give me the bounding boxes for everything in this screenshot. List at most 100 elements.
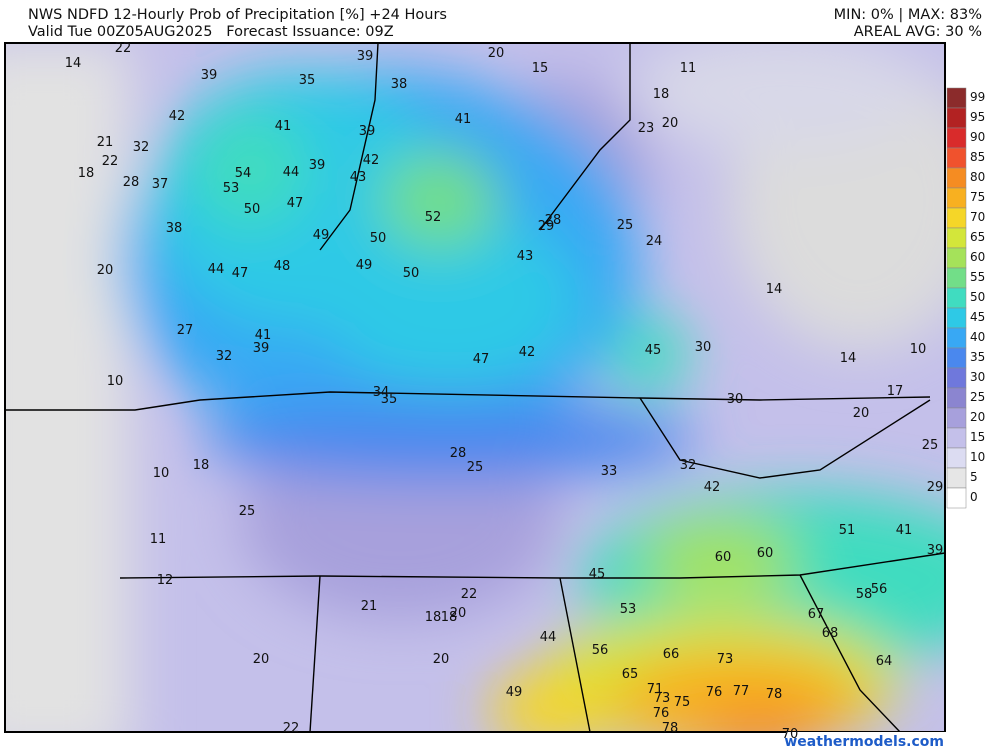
point-value: 10 bbox=[153, 466, 170, 481]
point-value: 41 bbox=[255, 328, 272, 343]
point-value: 23 bbox=[638, 121, 655, 136]
point-value: 60 bbox=[715, 550, 732, 565]
state-borders bbox=[5, 43, 945, 732]
colorbar-label: 99 bbox=[970, 90, 985, 104]
point-value: 50 bbox=[370, 231, 387, 246]
point-value: 35 bbox=[299, 73, 316, 88]
point-value: 20 bbox=[97, 263, 114, 278]
point-value: 45 bbox=[589, 567, 606, 582]
point-value: 39 bbox=[201, 68, 218, 83]
title: NWS NDFD 12-Hourly Prob of Precipitation… bbox=[28, 7, 447, 23]
point-value: 22 bbox=[115, 41, 132, 56]
colorbar-swatch bbox=[946, 287, 967, 309]
point-value: 76 bbox=[653, 706, 670, 721]
colorbar-swatch bbox=[946, 207, 967, 229]
point-value: 43 bbox=[517, 249, 534, 264]
point-value: 18 bbox=[78, 166, 95, 181]
colorbar-label: 70 bbox=[970, 210, 985, 224]
point-value: 11 bbox=[680, 61, 697, 76]
point-value: 12 bbox=[157, 573, 174, 588]
colorbar-swatch bbox=[946, 167, 967, 189]
valid-time: Valid Tue 00Z05AUG2025 Forecast Issuance… bbox=[28, 24, 394, 40]
point-value: 33 bbox=[601, 464, 618, 479]
point-value: 51 bbox=[839, 523, 856, 538]
colorbar-swatch bbox=[946, 247, 967, 269]
point-value: 18 bbox=[653, 87, 670, 102]
point-value: 39 bbox=[253, 341, 270, 356]
colorbar-label: 40 bbox=[970, 330, 985, 344]
colorbar-swatch bbox=[946, 187, 967, 209]
point-value: 60 bbox=[757, 546, 774, 561]
point-value: 42 bbox=[363, 153, 380, 168]
point-value: 39 bbox=[357, 49, 374, 64]
point-value: 78 bbox=[766, 687, 783, 702]
point-value: 76 bbox=[706, 685, 723, 700]
point-value: 75 bbox=[674, 695, 691, 710]
point-value: 38 bbox=[166, 221, 183, 236]
min-max: MIN: 0% | MAX: 83% bbox=[834, 7, 982, 23]
point-value: 70 bbox=[782, 727, 799, 742]
point-value: 25 bbox=[239, 504, 256, 519]
point-value: 68 bbox=[822, 626, 839, 641]
point-value: 47 bbox=[473, 352, 490, 367]
point-value: 56 bbox=[871, 582, 888, 597]
point-value: 47 bbox=[287, 196, 304, 211]
colorbar-label: 80 bbox=[970, 170, 985, 184]
point-value: 20 bbox=[488, 46, 505, 61]
colorbar-swatch bbox=[946, 127, 967, 149]
colorbar-swatch bbox=[946, 267, 967, 289]
point-value: 34 bbox=[373, 385, 390, 400]
point-value: 17 bbox=[887, 384, 904, 399]
point-value: 53 bbox=[620, 602, 637, 617]
watermark: weathermodels.com bbox=[784, 734, 944, 750]
point-value: 43 bbox=[350, 170, 367, 185]
point-value: 10 bbox=[910, 342, 927, 357]
point-value: 56 bbox=[592, 643, 609, 658]
point-value: 18 bbox=[441, 610, 458, 625]
point-value: 24 bbox=[646, 234, 663, 249]
point-value: 45 bbox=[645, 343, 662, 358]
point-value: 47 bbox=[232, 266, 249, 281]
point-value: 32 bbox=[680, 458, 697, 473]
point-value: 10 bbox=[107, 374, 124, 389]
colorbar-swatch bbox=[946, 307, 967, 329]
point-value: 67 bbox=[808, 607, 825, 622]
point-value: 41 bbox=[455, 112, 472, 127]
point-value: 14 bbox=[766, 282, 783, 297]
colorbar-swatch bbox=[946, 227, 967, 249]
point-value: 50 bbox=[403, 266, 420, 281]
colorbar-label: 85 bbox=[970, 150, 985, 164]
point-value: 37 bbox=[152, 177, 169, 192]
colorbar-label: 30 bbox=[970, 370, 985, 384]
colorbar-swatch bbox=[946, 87, 967, 109]
point-value: 64 bbox=[876, 654, 893, 669]
point-value: 49 bbox=[506, 685, 523, 700]
point-value: 30 bbox=[695, 340, 712, 355]
point-value: 21 bbox=[97, 135, 114, 150]
colorbar-label: 15 bbox=[970, 430, 985, 444]
colorbar-swatch bbox=[946, 447, 967, 469]
point-value: 65 bbox=[622, 667, 639, 682]
point-value: 49 bbox=[356, 258, 373, 273]
point-value: 38 bbox=[391, 77, 408, 92]
colorbar-swatch bbox=[946, 107, 967, 129]
precip-field bbox=[5, 43, 945, 732]
colorbar-swatch bbox=[946, 147, 967, 169]
point-value: 22 bbox=[461, 587, 478, 602]
colorbar-swatch bbox=[946, 367, 967, 389]
point-value: 29 bbox=[927, 480, 944, 495]
point-value: 28 bbox=[545, 213, 562, 228]
point-value: 11 bbox=[150, 532, 167, 547]
point-value: 53 bbox=[223, 181, 240, 196]
colorbar-swatch bbox=[946, 467, 967, 489]
point-value: 48 bbox=[274, 259, 291, 274]
point-value: 42 bbox=[704, 480, 721, 495]
colorbar-swatch bbox=[946, 427, 967, 449]
point-value: 20 bbox=[433, 652, 450, 667]
colorbar-label: 25 bbox=[970, 390, 985, 404]
point-value: 71 bbox=[647, 682, 664, 697]
point-value: 41 bbox=[275, 119, 292, 134]
point-value: 18 bbox=[425, 610, 442, 625]
point-value: 39 bbox=[309, 158, 326, 173]
